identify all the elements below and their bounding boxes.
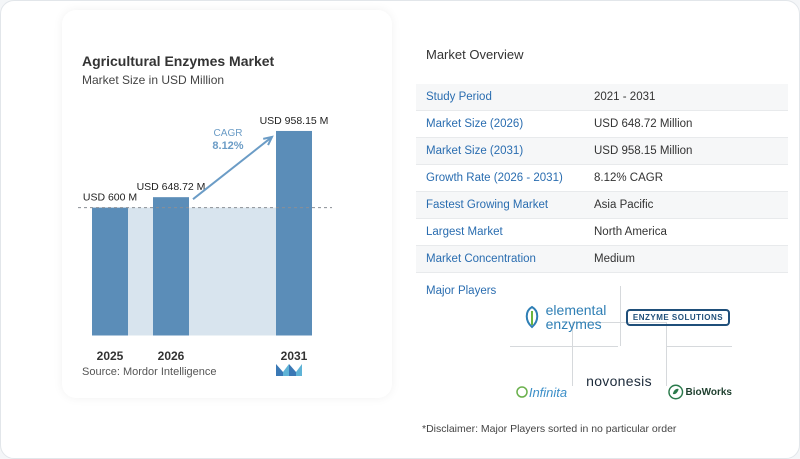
grid-divider [666,346,732,347]
row-label: Market Size (2026) [426,118,524,130]
novonesis-name: novonesis [586,373,652,389]
chart-title: Agricultural Enzymes Market [82,53,275,69]
grid-divider [666,322,667,386]
bioworks-logo: BioWorks [668,380,732,404]
major-players-title: Major Players [426,285,497,297]
row-value: 8.12% CAGR [594,172,664,184]
infinita-leaf-icon [516,386,528,398]
overview-table: Study Period 2021 - 2031 Market Size (20… [416,84,788,273]
players-grid: elemental enzymes ENZYME SOLUTIONS novon… [510,286,732,416]
tick-label-2025: 2025 [97,349,124,363]
row-value: Asia Pacific [594,199,654,211]
bar-2031 [276,130,312,336]
bioworks-leaf-icon [668,384,684,400]
row-value: 2021 - 2031 [594,91,656,103]
cagr-arrow [192,136,273,200]
row-value: USD 958.15 Million [594,145,693,157]
row-label: Largest Market [426,226,503,238]
row-value: Medium [594,253,635,265]
infinita-name: Infinita [528,384,568,400]
mordor-intelligence-logo-icon [276,364,302,376]
data-label-2026: USD 648.72 M [137,181,206,193]
overview-card: Market Overview Study Period 2021 - 2031… [400,10,792,450]
data-label-2025: USD 600 M [83,192,137,204]
tick-label-2031: 2031 [281,349,308,363]
row-value: North America [594,226,667,238]
enzyme-solutions-logo: ENZYME SOLUTIONS [624,304,732,330]
data-label-2031: USD 958.15 M [260,115,329,127]
table-row: Fastest Growing Market Asia Pacific [416,192,788,219]
row-label: Market Size (2031) [426,145,524,157]
overview-title: Market Overview [426,47,524,62]
bar-chart: USD 600 M 2025 USD 648.72 M 2026 USD 958.15 … [78,115,332,363]
grid-divider [572,322,667,323]
grid-divider [620,286,621,346]
chart-card: USD 600 M 2025 USD 648.72 M 2026 USD 958.15 … [62,10,392,398]
cagr-value: 8.12% [212,140,243,152]
table-row: Growth Rate (2026 - 2031) 8.12% CAGR [416,165,788,192]
table-row: Largest Market North America [416,219,788,246]
grid-divider [510,346,618,347]
enzyme-solutions-name: ENZYME SOLUTIONS [625,308,731,326]
reference-area [128,207,276,336]
row-label: Growth Rate (2026 - 2031) [426,172,563,184]
row-value: USD 648.72 Million [594,118,693,130]
elemental-leaf-icon [525,305,538,329]
row-label: Study Period [426,91,492,103]
disclaimer-text: *Disclaimer: Major Players sorted in no … [422,423,677,435]
table-row: Market Size (2026) USD 648.72 Million [416,111,788,138]
table-row: Market Size (2031) USD 958.15 Million [416,138,788,165]
grid-divider [572,322,573,386]
bioworks-name: BioWorks [685,386,733,398]
table-row: Study Period 2021 - 2031 [416,84,788,111]
chart-subtitle: Market Size in USD Million [82,73,225,87]
bar-2026 [153,197,189,336]
row-label: Market Concentration [426,253,536,265]
cagr-arrowhead-icon [262,135,274,146]
table-row: Market Concentration Medium [416,246,788,273]
source-text: Source: Mordor Intelligence [82,366,217,378]
tick-label-2026: 2026 [158,349,185,363]
cagr-label: CAGR [214,128,243,139]
elemental-enzymes-logo: elemental enzymes [510,292,618,342]
elemental-name: elemental [545,302,607,318]
novonesis-logo: novonesis [574,370,664,392]
bar-2025 [92,207,128,336]
enzymes-name: enzymes [545,316,602,332]
row-label: Fastest Growing Market [426,199,549,211]
infinita-logo: Infinita [510,372,572,412]
